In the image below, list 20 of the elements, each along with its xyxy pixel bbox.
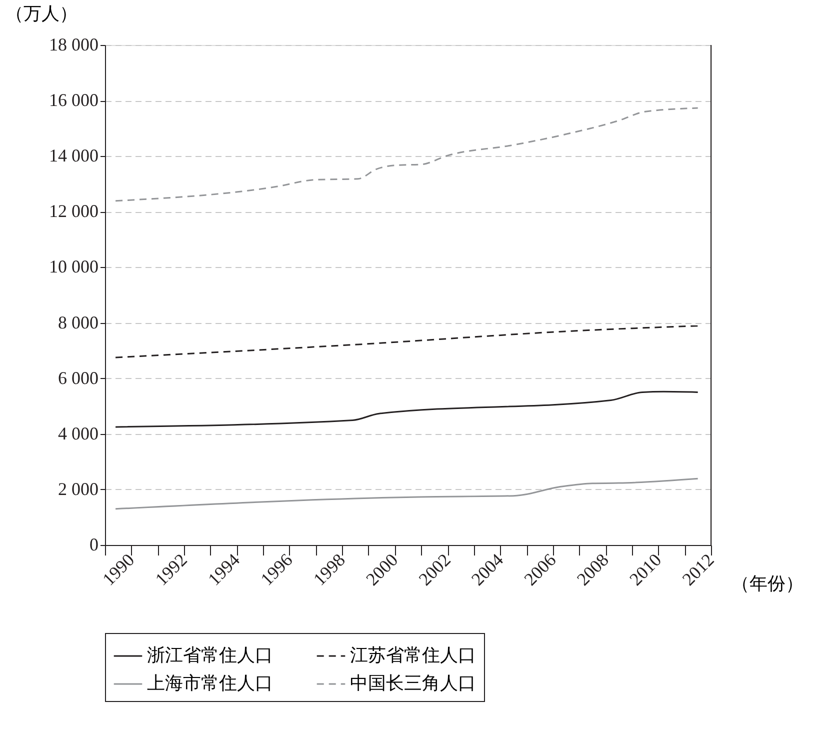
- line-series: [114, 478, 699, 510]
- line-series: [114, 107, 699, 202]
- y-tick-label: 18 000: [49, 34, 98, 54]
- x-axis-title: （年份）: [732, 574, 804, 594]
- y-tick-label: 16 000: [49, 90, 98, 110]
- y-tick-label: 0: [90, 534, 98, 554]
- y-tick-label: 10 000: [49, 256, 98, 277]
- line-series: [114, 325, 699, 358]
- line-series: [114, 390, 699, 428]
- y-tick-label: 12 000: [49, 201, 98, 222]
- y-tick-label: 8 000: [58, 312, 98, 332]
- y-tick-label: 6 000: [58, 368, 98, 388]
- legend-label: 江苏省常住人口: [350, 645, 476, 665]
- legend-label: 中国长三角人口: [350, 673, 476, 693]
- y-tick-label: 14 000: [49, 146, 98, 166]
- legend-label: 浙江省常住人口: [147, 645, 273, 665]
- y-axis-title: （万人）: [6, 4, 78, 24]
- y-tick-label: 4 000: [58, 423, 98, 444]
- y-tick-label: 2 000: [58, 478, 98, 499]
- legend-label: 上海市常住人口: [147, 673, 273, 693]
